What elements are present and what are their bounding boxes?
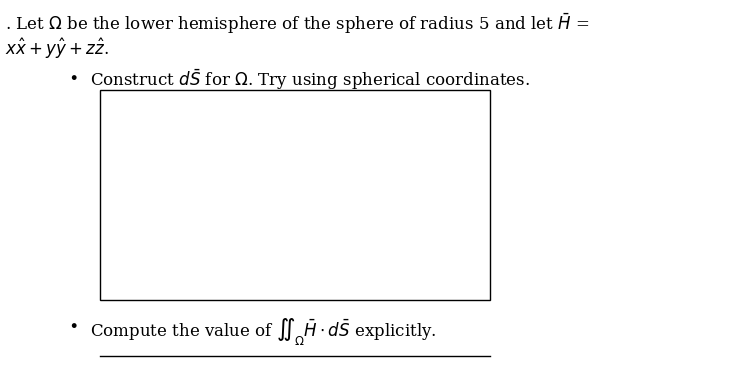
Bar [100,90,490,300]
Text: Construct $d\bar{S}$ for $\Omega$. Try using spherical coordinates.: Construct $d\bar{S}$ for $\Omega$. Try u… [90,68,530,93]
Text: $x\hat{x}+y\hat{y}+z\hat{z}$.: $x\hat{x}+y\hat{y}+z\hat{z}$. [5,36,109,61]
Text: . Let $\Omega$ be the lower hemisphere of the sphere of radius 5 and let $\bar{H: . Let $\Omega$ be the lower hemisphere o… [5,12,590,37]
Text: $\bullet$: $\bullet$ [68,316,77,333]
Text: $\bullet$: $\bullet$ [68,68,77,85]
Text: Compute the value of $\iint_{\Omega} \bar{H} \cdot d\bar{S}$ explicitly.: Compute the value of $\iint_{\Omega} \ba… [90,316,436,347]
